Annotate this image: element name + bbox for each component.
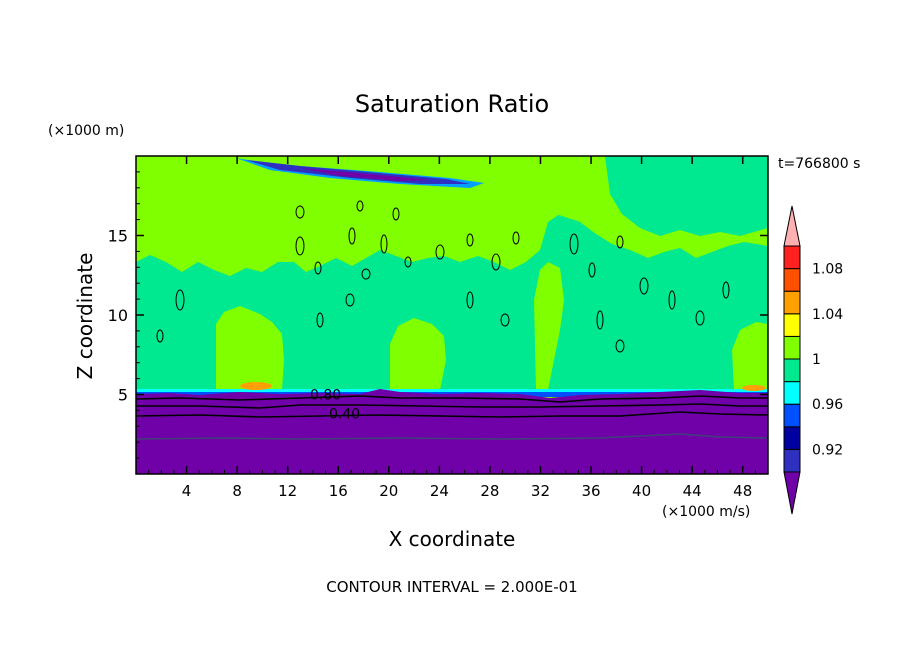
x-tick-label: 28 <box>480 482 499 500</box>
colorbar-swatch <box>783 268 801 292</box>
x-tick-label: 24 <box>430 482 449 500</box>
lower-contours <box>136 395 768 440</box>
midlevel-region <box>136 214 768 390</box>
x-tick-label: 16 <box>329 482 348 500</box>
colorbar-tick-label: 1.08 <box>812 262 843 278</box>
x-tick-label: 32 <box>531 482 550 500</box>
colorbar-swatch <box>783 358 801 383</box>
x-tick-label: 36 <box>581 482 600 500</box>
time-label: t=766800 s <box>778 156 860 172</box>
x-axis-ticks: 4 8 12 16 20 24 28 32 36 40 44 48 <box>148 156 756 500</box>
colorbar-top-arrow <box>783 205 801 247</box>
colorbar-tick-label: 1 <box>812 352 821 368</box>
y-tick-label: 10 <box>108 306 128 325</box>
x-tick-label: 8 <box>232 482 242 500</box>
contour-label: 0.80 <box>310 387 341 403</box>
x-tick-label: 20 <box>379 482 398 500</box>
colorbar-swatch <box>783 448 801 473</box>
upper-right-region <box>605 156 768 236</box>
contour-interval-label: CONTOUR INTERVAL = 2.000E-01 <box>326 578 577 596</box>
y-axis-ticks: 5 10 15 <box>108 171 768 459</box>
colorbar-tick-label: 0.96 <box>812 397 843 413</box>
colorbar-tick-label: 1.04 <box>812 307 843 323</box>
contour-labels: 0.80 0.40 <box>310 387 360 422</box>
x-axis-label: X coordinate <box>389 527 516 551</box>
x-tick-label: 4 <box>182 482 192 500</box>
colorbar-swatch <box>783 245 801 270</box>
warm-spot-left <box>240 382 272 390</box>
contour-label: 0.40 <box>329 406 360 422</box>
colorbar-swatch <box>783 403 801 428</box>
colorbar-swatch <box>783 335 801 360</box>
colorbar-bottom-arrow <box>783 471 801 515</box>
colorbar: 0.92 0.96 1 1.04 1.08 <box>783 205 843 515</box>
colorbar-tick-label: 0.92 <box>812 442 843 458</box>
y-tick-label: 5 <box>118 386 128 405</box>
x-tick-label: 48 <box>733 482 752 500</box>
contour-field <box>136 156 768 474</box>
y-axis-label: Z coordinate <box>73 253 97 380</box>
colorbar-swatch <box>783 313 801 337</box>
colorbar-swatch <box>783 381 801 405</box>
chart-title: Saturation Ratio <box>355 90 549 118</box>
scattered-contours <box>156 200 730 353</box>
warm-spot-right <box>742 385 766 391</box>
colorbar-swatch <box>783 290 801 315</box>
x-tick-label: 44 <box>683 482 702 500</box>
upper-band-core <box>300 168 430 181</box>
colorbar-swatch <box>783 426 801 450</box>
x-tick-label: 12 <box>278 482 297 500</box>
upper-band-inner <box>246 160 470 184</box>
supersaturated-columns <box>216 156 768 390</box>
y-tick-label: 15 <box>108 227 128 246</box>
x-unit-label: (×1000 m/s) <box>662 504 750 520</box>
lower-layer <box>136 389 768 474</box>
x-tick-label: 40 <box>632 482 651 500</box>
y-unit-label: (×1000 m) <box>48 123 124 139</box>
